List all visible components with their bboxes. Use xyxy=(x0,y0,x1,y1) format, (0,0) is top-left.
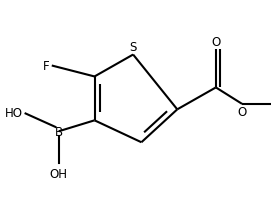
Text: O: O xyxy=(211,35,220,48)
Text: B: B xyxy=(55,125,63,138)
Text: O: O xyxy=(237,106,247,119)
Text: HO: HO xyxy=(5,106,23,119)
Text: S: S xyxy=(129,41,137,54)
Text: OH: OH xyxy=(50,167,68,180)
Text: F: F xyxy=(42,60,49,73)
